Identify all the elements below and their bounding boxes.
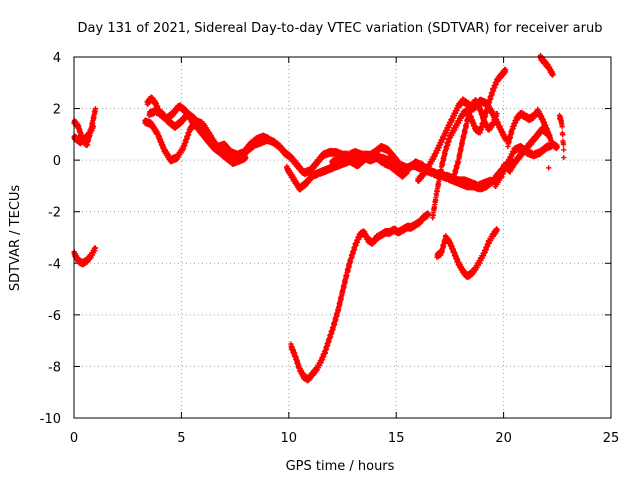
y-tick-label: 0 (53, 154, 61, 169)
series-arc-morning-3 (146, 106, 249, 167)
series-arc-evening-dip (434, 226, 500, 281)
x-tick-label: 5 (177, 431, 185, 446)
series-arc-deep-dip (288, 210, 432, 384)
data-point (92, 245, 99, 251)
x-tick-label: 15 (388, 431, 405, 446)
y-tick-labels: -10 -8 -6 -4 -2 0 2 4 (40, 51, 61, 427)
y-tick-label: -4 (48, 257, 61, 272)
x-tick-label: 10 (281, 431, 298, 446)
y-tick-label: -6 (48, 309, 61, 324)
x-tick-label: 0 (70, 431, 78, 446)
y-tick-label: -2 (48, 206, 61, 221)
x-tick-label: 25 (603, 431, 620, 446)
x-tick-label: 20 (495, 431, 512, 446)
series-arc-early-2 (71, 123, 96, 147)
series-arc-early-neg (71, 245, 99, 268)
x-tick-labels: 0 5 10 15 20 25 (70, 431, 619, 446)
data-point (266, 136, 273, 143)
y-tick-label: -10 (40, 412, 61, 427)
data-point (90, 124, 96, 130)
chart-title: Day 131 of 2021, Sidereal Day-to-day VTE… (78, 21, 603, 36)
y-tick-label: -8 (48, 360, 61, 375)
data-point (92, 105, 99, 112)
y-tick-label: 4 (53, 51, 61, 66)
y-tick-label: 2 (53, 103, 61, 118)
data-points (71, 52, 567, 384)
